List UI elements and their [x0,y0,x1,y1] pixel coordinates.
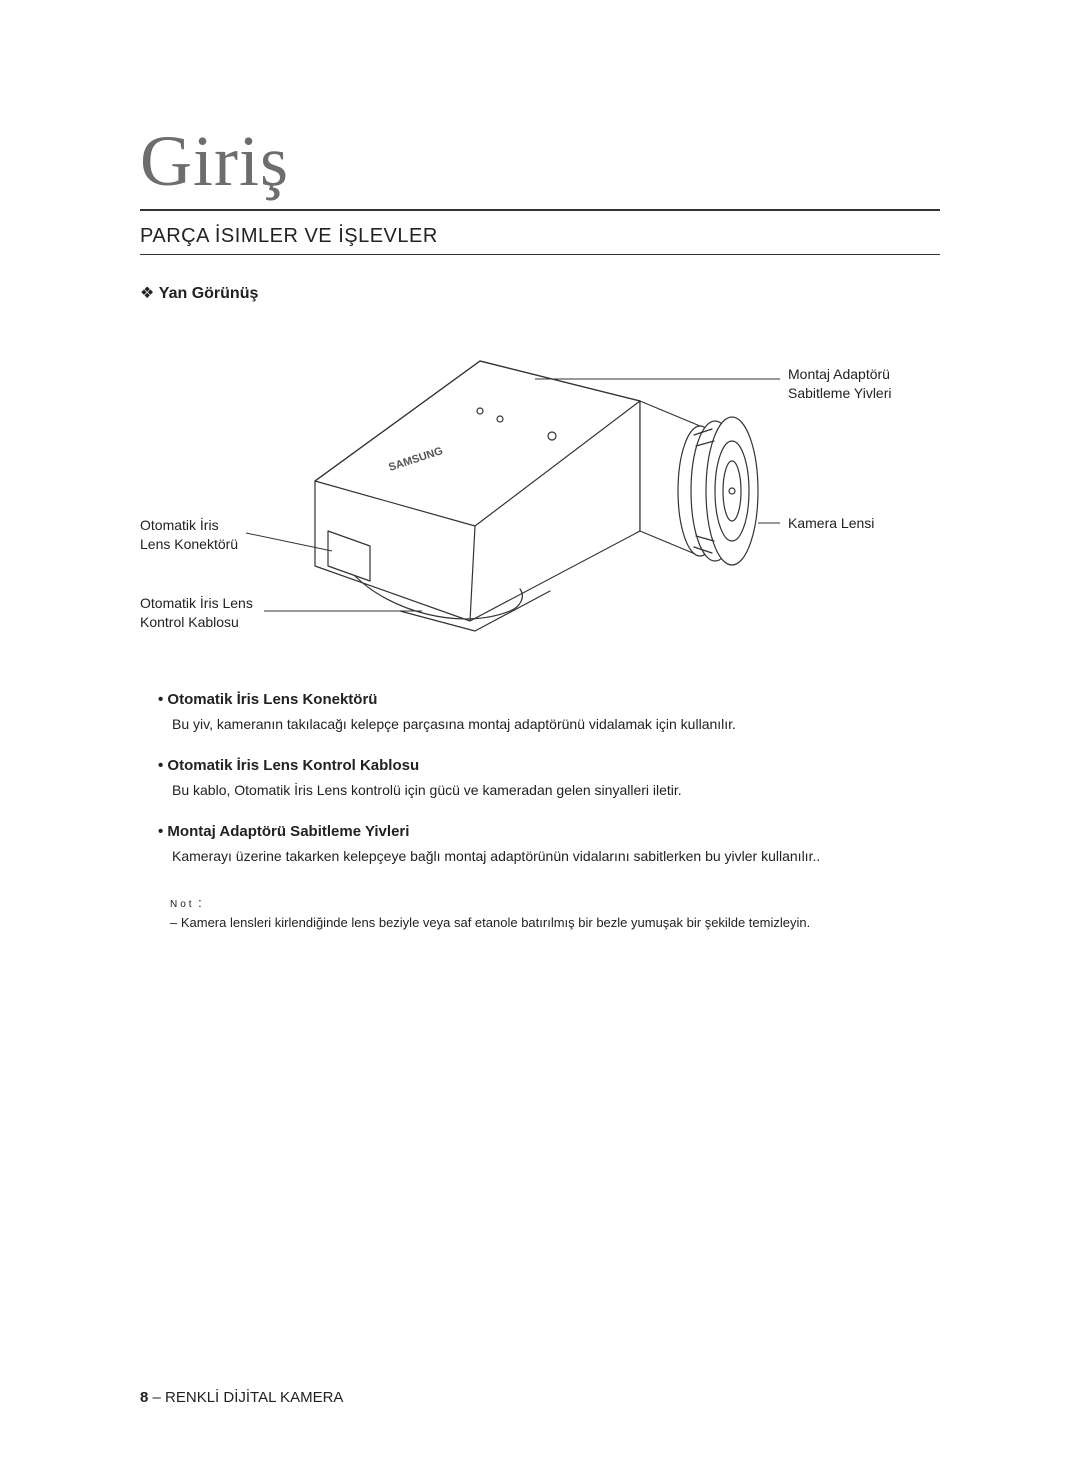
list-item: Montaj Adaptörü Sabitleme Yivleri Kamera… [158,823,940,867]
note-colon: : [195,895,202,910]
callout-auto-iris-cable: Otomatik İris Lens Kontrol Kablosu [140,594,253,632]
note-label: Not [170,899,195,910]
callout-camera-lens: Kamera Lensi [788,514,874,533]
bullet-list: Otomatik İris Lens Konektörü Bu yiv, kam… [140,691,940,867]
list-item-head: Montaj Adaptörü Sabitleme Yivleri [158,823,940,840]
callout-text: Otomatik İris [140,517,219,533]
callout-text: Kamera Lensi [788,515,874,531]
callout-text: Montaj Adaptörü [788,366,890,382]
callout-text: Sabitleme Yivleri [788,385,892,401]
subsection-title: Yan Görünüş [140,283,940,303]
list-item-body: Kamerayı üzerine takarken kelepçeye bağl… [172,846,940,867]
list-item-head: Otomatik İris Lens Konektörü [158,691,940,708]
page-footer: 8 – RENKLİ DİJİTAL KAMERA [140,1389,343,1406]
camera-diagram: SAMSUNG [140,311,940,671]
list-item-head: Otomatik İris Lens Kontrol Kablosu [158,757,940,774]
list-item: Otomatik İris Lens Kontrol Kablosu Bu ka… [158,757,940,801]
list-item: Otomatik İris Lens Konektörü Bu yiv, kam… [158,691,940,735]
callout-auto-iris-connector: Otomatik İris Lens Konektörü [140,516,238,554]
note-block: Not : – Kamera lensleri kirlendiğinde le… [170,893,940,932]
note-text: Kamera lensleri kirlendiğinde lens beziy… [181,915,810,930]
callout-text: Otomatik İris Lens [140,595,253,611]
section-title: PARÇA İSIMLER VE İŞLEVLER [140,225,940,255]
list-item-body: Bu kablo, Otomatik İris Lens kontrolü iç… [172,780,940,801]
document-page: Giriş PARÇA İSIMLER VE İŞLEVLER Yan Görü… [0,0,1080,1476]
footer-dash: – [148,1389,165,1406]
callout-text: Kontrol Kablosu [140,614,239,630]
list-item-body: Bu yiv, kameranın takılacağı kelepçe par… [172,714,940,735]
callout-mount-adapter: Montaj Adaptörü Sabitleme Yivleri [788,365,892,403]
chapter-title: Giriş [140,120,940,211]
callout-text: Lens Konektörü [140,536,238,552]
product-name: RENKLİ DİJİTAL KAMERA [165,1389,343,1406]
